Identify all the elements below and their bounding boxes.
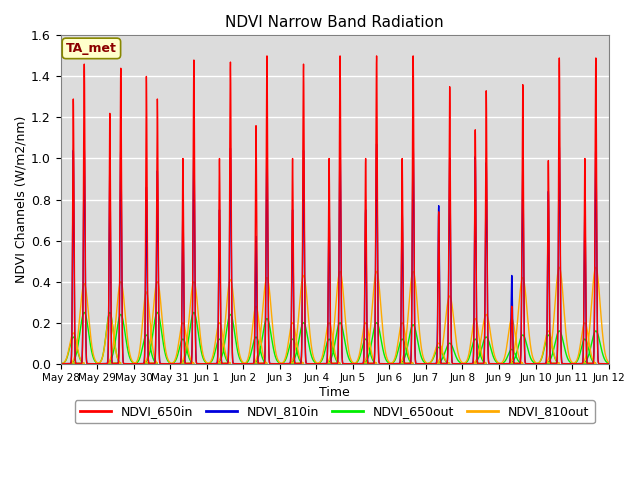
NDVI_650in (482, 180, 490, 185)
NDVI_810in (296, 361, 304, 367)
NDVI_650in (324, 345, 332, 351)
NDVI_810out (479, 323, 487, 328)
NDVI_810in (482, 227, 490, 233)
NDVI_810in (433, 360, 440, 365)
Legend: NDVI_650in, NDVI_810in, NDVI_650out, NDVI_810out: NDVI_650in, NDVI_810in, NDVI_650out, NDV… (75, 400, 595, 423)
NDVI_810in (57, 361, 65, 367)
NDVI_650out (319, 355, 326, 361)
NDVI_810out (75, 323, 83, 329)
NDVI_810out (120, 297, 128, 303)
X-axis label: Time: Time (319, 386, 350, 399)
NDVI_810in (79, 303, 87, 309)
NDVI_650in (263, 53, 271, 59)
NDVI_650out (81, 310, 88, 315)
NDVI_650in (57, 361, 65, 367)
NDVI_650out (120, 324, 128, 329)
NDVI_650out (426, 360, 434, 366)
NDVI_810out (287, 360, 294, 366)
NDVI_650in (79, 281, 87, 287)
NDVI_650out (75, 336, 83, 342)
NDVI_810out (556, 264, 563, 270)
NDVI_650out (57, 361, 65, 367)
NDVI_650in (118, 172, 125, 178)
NDVI_810out (319, 352, 326, 358)
Line: NDVI_810out: NDVI_810out (61, 267, 609, 364)
NDVI_810out (605, 361, 612, 367)
NDVI_810in (324, 350, 332, 356)
NDVI_810out (426, 360, 434, 365)
NDVI_650in (433, 360, 440, 365)
NDVI_810in (409, 139, 417, 145)
Text: TA_met: TA_met (66, 42, 117, 55)
NDVI_810in (118, 223, 125, 228)
Title: NDVI Narrow Band Radiation: NDVI Narrow Band Radiation (225, 15, 444, 30)
Line: NDVI_650in: NDVI_650in (61, 56, 609, 364)
NDVI_810out (57, 361, 65, 367)
NDVI_650in (605, 361, 612, 367)
Line: NDVI_650out: NDVI_650out (61, 312, 609, 364)
NDVI_650out (479, 340, 487, 346)
NDVI_810in (605, 361, 612, 367)
Line: NDVI_810in: NDVI_810in (61, 142, 609, 364)
NDVI_650in (297, 361, 305, 367)
NDVI_650out (287, 360, 294, 366)
Y-axis label: NDVI Channels (W/m2/nm): NDVI Channels (W/m2/nm) (15, 116, 28, 283)
NDVI_650out (605, 361, 612, 367)
